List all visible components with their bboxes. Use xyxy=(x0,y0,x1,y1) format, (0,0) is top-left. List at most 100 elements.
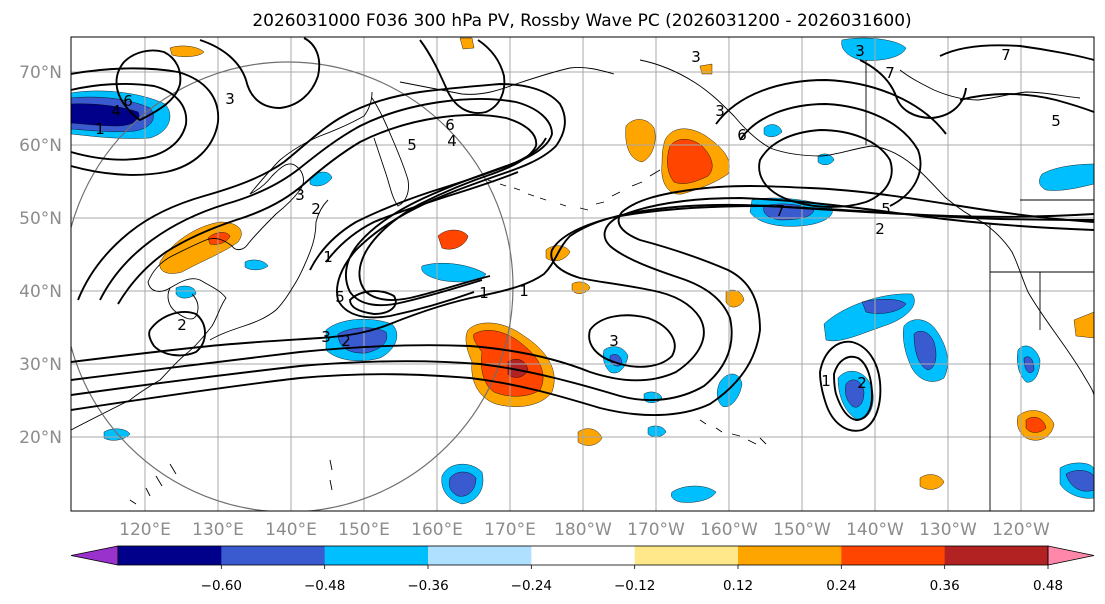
contour-label: 5 xyxy=(1051,112,1061,130)
anomaly-patch xyxy=(1039,163,1094,191)
colorbar-swatch xyxy=(428,546,532,565)
contour-label: 3 xyxy=(225,90,235,108)
pv-contour xyxy=(758,129,893,208)
anomaly-patch xyxy=(175,285,197,299)
colorbar-tick-label: 0.36 xyxy=(930,578,960,594)
colorbar-tick-label: 0.24 xyxy=(826,578,856,594)
lat-label: 40°N xyxy=(19,282,62,302)
anomaly-shading xyxy=(71,37,1094,505)
pv-contour xyxy=(117,114,538,305)
pv-contour xyxy=(833,355,873,421)
contour-label: 3 xyxy=(855,42,865,60)
lon-label: 170°W xyxy=(627,520,685,540)
anomaly-patch xyxy=(244,259,269,271)
coastline-asia xyxy=(71,163,304,431)
contour-label: 3 xyxy=(321,328,331,346)
contour-label: 1 xyxy=(95,120,105,138)
colorbar-swatch xyxy=(841,546,946,565)
contour-label: 5 xyxy=(881,200,891,218)
coastline-islands xyxy=(129,459,333,505)
colorbar-tick-label: −0.60 xyxy=(201,578,242,594)
contour-label: 7 xyxy=(885,64,895,82)
lat-label: 50°N xyxy=(19,209,62,229)
colorbar-frame xyxy=(117,545,1049,566)
coastline-arctic xyxy=(899,69,1081,101)
lon-label: 160°W xyxy=(700,520,758,540)
contour-label: 4 xyxy=(447,132,457,150)
colorbar: −0.60 −0.48 −0.36 −0.24 −0.12 0.12 0.24 0.36 0.4… xyxy=(70,545,1095,594)
pv-contour xyxy=(959,93,1094,113)
pv-contour xyxy=(588,314,676,368)
contour-label: 3 xyxy=(295,186,305,204)
colorbar-tick-label: −0.24 xyxy=(511,578,552,594)
contour-label: 1 xyxy=(479,284,489,302)
pv-contour xyxy=(349,290,397,315)
pv-contour xyxy=(199,37,321,109)
contour-label: 2 xyxy=(875,220,885,238)
pv-contour xyxy=(115,49,182,122)
contour-label: 6 xyxy=(445,116,455,134)
lon-label: 140°E xyxy=(265,520,317,540)
colorbar-extend-max xyxy=(1047,545,1095,566)
lon-label: 130°E xyxy=(192,520,244,540)
lon-label: 150°W xyxy=(773,520,831,540)
colorbar-swatch xyxy=(531,546,636,565)
contour-label: 1 xyxy=(821,372,831,390)
contour-label: 5 xyxy=(407,136,417,154)
pv-contour xyxy=(148,311,206,357)
contour-label: 4 xyxy=(111,102,121,120)
colorbar-swatch xyxy=(118,546,222,565)
coastline-alaska xyxy=(639,59,1094,397)
colorbar-swatch xyxy=(944,546,1049,565)
contour-label: 7 xyxy=(1001,46,1011,64)
lat-label: 20°N xyxy=(19,428,62,448)
pv-contour xyxy=(739,103,922,207)
colorbar-swatch xyxy=(221,546,326,565)
anomaly-patch xyxy=(845,379,865,408)
colorbar-tick-label: 0.48 xyxy=(1033,578,1063,594)
contour-label: 5 xyxy=(335,288,345,306)
pv-contour xyxy=(99,98,553,307)
colorbar-swatch xyxy=(634,546,739,565)
pv-contour xyxy=(77,83,566,319)
colorbar-tick-label: −0.12 xyxy=(614,578,655,594)
coastline-japan xyxy=(209,199,329,341)
lat-label: 60°N xyxy=(19,136,62,156)
lon-label: 170°E xyxy=(484,520,536,540)
anomaly-patch xyxy=(817,153,835,165)
anomaly-patch xyxy=(841,37,907,61)
colorbar-swatch xyxy=(324,546,429,565)
coastline-hawaii xyxy=(699,419,767,445)
lon-label: 160°E xyxy=(411,520,463,540)
pv-contour xyxy=(71,185,1094,417)
anomaly-patch xyxy=(919,474,945,490)
anomaly-patch xyxy=(1065,470,1094,492)
anomaly-patch xyxy=(671,485,717,503)
colorbar-swatch xyxy=(738,546,842,565)
coastline-kamchatka xyxy=(371,97,409,207)
contour-label: 2 xyxy=(311,200,321,218)
contour-label: 2 xyxy=(177,316,187,334)
colorbar-tick-label: 0.12 xyxy=(723,578,753,594)
anomaly-patch xyxy=(913,331,937,371)
colorbar-tick-label: −0.36 xyxy=(407,578,448,594)
anomaly-patch xyxy=(667,139,713,184)
lon-label: 140°W xyxy=(846,520,904,540)
anomaly-patch xyxy=(763,124,783,137)
colorbar-tick-label: −0.48 xyxy=(304,578,345,594)
anomaly-patch xyxy=(437,229,469,250)
pv-contour xyxy=(309,137,547,271)
coastline-us-borders xyxy=(865,60,1094,511)
longitude-labels: 120°E 130°E 140°E 150°E 160°E 170°E 180°W 170°W… xyxy=(119,520,1050,540)
anomaly-patch xyxy=(459,37,475,50)
lat-label: 30°N xyxy=(19,355,62,375)
contour-label: 3 xyxy=(691,48,701,66)
anomaly-patch xyxy=(647,425,667,437)
contour-label: 3 xyxy=(609,332,619,350)
contour-label: 2 xyxy=(341,332,351,350)
coastline-korea xyxy=(167,287,199,320)
contour-label: 1 xyxy=(519,282,529,300)
